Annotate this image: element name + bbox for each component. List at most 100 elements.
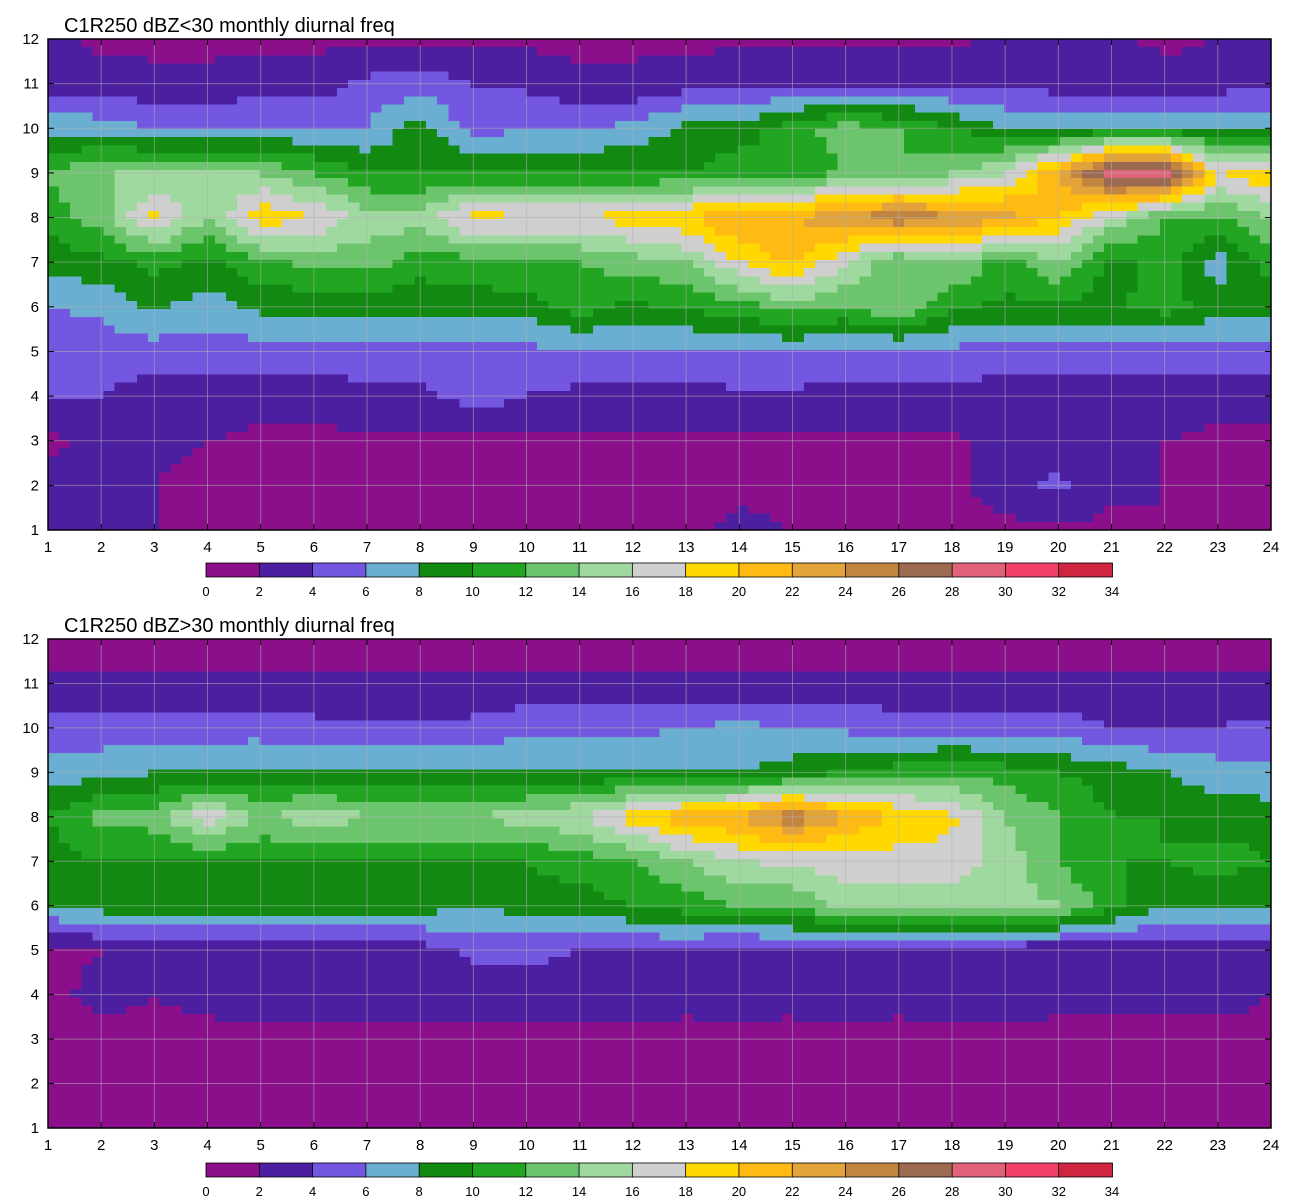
field-cell [759, 120, 772, 130]
field-cell [492, 47, 505, 56]
field-cell [937, 96, 950, 106]
field-cell [559, 219, 572, 228]
field-cell [759, 169, 772, 179]
field-cell [715, 251, 727, 261]
field-cell [581, 210, 594, 220]
field-cell [526, 333, 538, 343]
field-cell [1059, 161, 1072, 171]
field-cell [492, 186, 505, 196]
field-cell [703, 161, 716, 171]
field-cell [1182, 284, 1194, 294]
field-cell [503, 186, 516, 196]
field-cell [670, 178, 683, 187]
field-cell [1070, 243, 1083, 253]
field-cell [715, 259, 727, 269]
field-cell [848, 235, 861, 245]
field-cell [737, 63, 750, 73]
field-cell [559, 284, 572, 294]
field-cell [581, 88, 594, 97]
field-cell [192, 194, 205, 204]
field-cell [670, 227, 683, 236]
field-cell [1182, 309, 1194, 318]
field-cell [103, 112, 116, 122]
field-cell [637, 39, 649, 48]
field-cell [403, 186, 416, 196]
field-cell [970, 55, 983, 65]
field-cell [181, 300, 194, 310]
field-cell [1115, 309, 1128, 318]
field-cell [281, 284, 294, 294]
field-cell [1148, 161, 1161, 171]
field-cell [526, 88, 538, 97]
field-cell [136, 366, 149, 376]
field-cell [136, 55, 149, 65]
field-cell [392, 55, 405, 65]
field-cell [659, 374, 672, 384]
field-cell [70, 104, 82, 114]
field-cell [259, 325, 271, 335]
field-cell [615, 333, 627, 343]
field-cell [1148, 210, 1161, 220]
field-cell [314, 300, 327, 310]
field-cell [926, 268, 939, 277]
field-cell [337, 227, 349, 236]
field-cell [848, 292, 861, 302]
field-cell [359, 112, 372, 122]
field-cell [114, 178, 127, 187]
field-cell [970, 268, 983, 277]
field-cell [426, 399, 438, 408]
field-cell [348, 390, 360, 400]
field-cell [970, 292, 983, 302]
field-cell [637, 210, 649, 220]
field-cell [603, 202, 616, 212]
field-cell [370, 374, 383, 384]
field-cell [48, 407, 60, 417]
field-cell [437, 292, 449, 302]
field-cell [737, 169, 750, 179]
field-cell [1048, 349, 1061, 359]
field-cell [426, 55, 438, 65]
field-cell [692, 178, 705, 187]
field-cell [1115, 194, 1128, 204]
field-cell [837, 235, 850, 245]
field-cell [759, 292, 772, 302]
field-cell [136, 317, 149, 327]
field-cell [136, 112, 149, 122]
field-cell [759, 284, 772, 294]
field-cell [470, 284, 483, 294]
field-cell [114, 219, 127, 228]
field-cell [359, 300, 372, 310]
field-cell [270, 251, 283, 261]
field-cell [870, 390, 883, 400]
field-cell [770, 276, 783, 286]
field-cell [681, 243, 694, 253]
field-cell [459, 88, 472, 97]
field-cell [503, 194, 516, 204]
field-cell [848, 309, 861, 318]
field-cell [348, 194, 360, 204]
field-cell [514, 292, 527, 302]
field-cell [1193, 79, 1205, 89]
field-cell [737, 202, 750, 212]
field-cell [648, 71, 661, 81]
field-cell [159, 382, 171, 392]
field-cell [1059, 210, 1072, 220]
field-cell [1170, 161, 1183, 171]
field-cell [703, 325, 716, 335]
field-cell [1193, 300, 1205, 310]
field-cell [659, 178, 672, 187]
field-cell [337, 186, 349, 196]
field-cell [981, 153, 994, 163]
field-cell [1237, 366, 1250, 376]
field-cell [548, 120, 561, 130]
field-cell [948, 317, 961, 327]
field-cell [993, 129, 1005, 138]
field-cell [703, 276, 716, 286]
field-cell [225, 235, 238, 245]
field-cell [181, 112, 194, 122]
field-cell [1182, 251, 1194, 261]
field-cell [915, 325, 927, 335]
field-cell [603, 112, 616, 122]
field-cell [381, 178, 394, 187]
field-cell [370, 55, 383, 65]
